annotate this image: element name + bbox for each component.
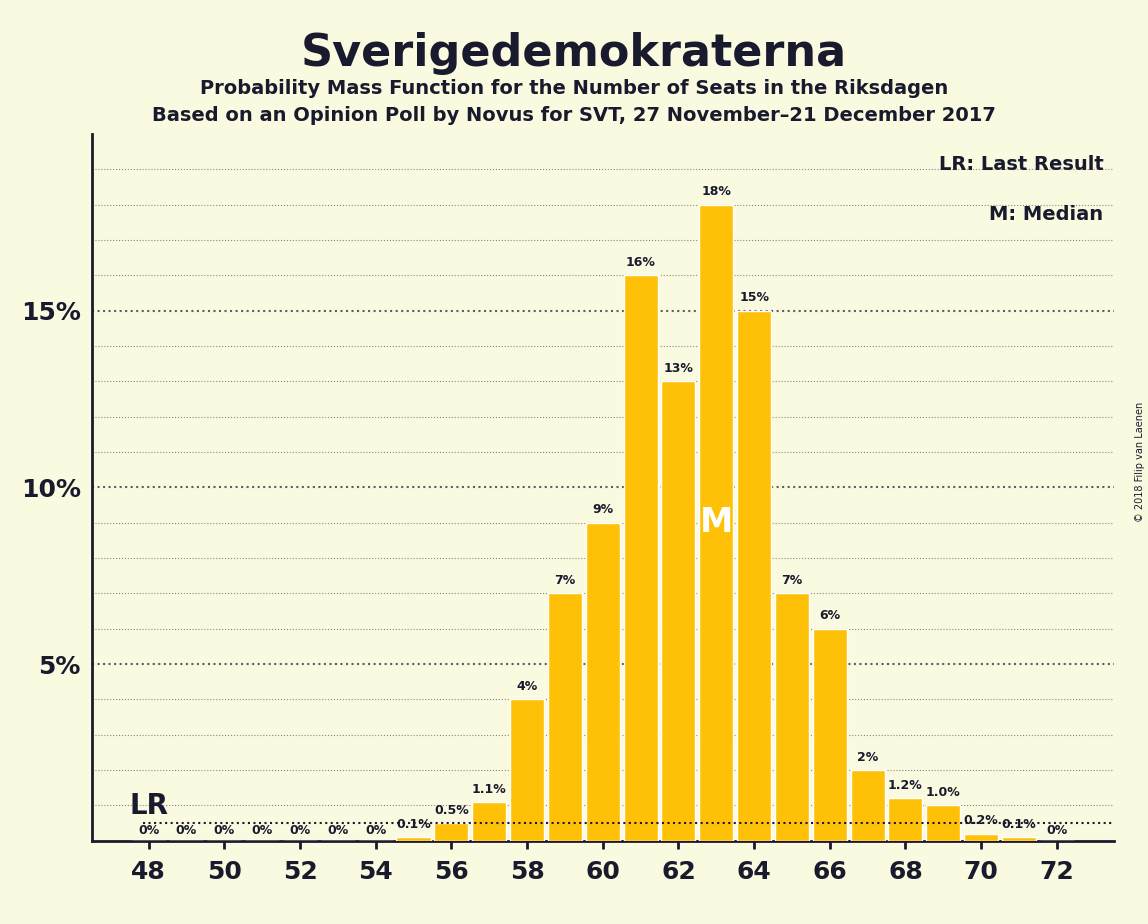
Text: LR: Last Result: LR: Last Result (939, 155, 1103, 175)
Text: 0%: 0% (327, 823, 349, 836)
Text: 15%: 15% (739, 291, 769, 304)
Text: M: Median: M: Median (990, 205, 1103, 224)
Bar (699, 204, 734, 841)
Bar (585, 523, 620, 841)
Bar (737, 310, 771, 841)
Bar (813, 629, 847, 841)
Bar (775, 593, 809, 841)
Bar (472, 802, 506, 841)
Text: 1.1%: 1.1% (472, 783, 506, 796)
Text: 4%: 4% (517, 680, 537, 693)
Text: © 2018 Filip van Laenen: © 2018 Filip van Laenen (1135, 402, 1145, 522)
Text: 2%: 2% (856, 751, 878, 764)
Text: 0.1%: 0.1% (1001, 818, 1037, 831)
Text: LR: LR (130, 792, 169, 820)
Text: 6%: 6% (820, 610, 840, 623)
Text: 0%: 0% (365, 823, 386, 836)
Bar (623, 275, 658, 841)
Text: 0.1%: 0.1% (396, 818, 430, 831)
Bar (510, 699, 544, 841)
Text: 0%: 0% (1046, 823, 1068, 836)
Bar (548, 593, 582, 841)
Text: 0%: 0% (251, 823, 273, 836)
Bar (434, 823, 468, 841)
Bar (926, 806, 960, 841)
Text: Sverigedemokraterna: Sverigedemokraterna (301, 32, 847, 76)
Text: M: M (699, 506, 732, 540)
Text: 0.2%: 0.2% (963, 814, 999, 827)
Text: 16%: 16% (626, 256, 656, 269)
Text: 0%: 0% (214, 823, 235, 836)
Bar (851, 771, 885, 841)
Text: 0%: 0% (176, 823, 197, 836)
Bar (1002, 837, 1035, 841)
Text: 1.2%: 1.2% (889, 779, 923, 792)
Text: 7%: 7% (554, 574, 575, 587)
Text: 0%: 0% (289, 823, 311, 836)
Text: 0%: 0% (138, 823, 160, 836)
Bar (889, 798, 923, 841)
Text: 9%: 9% (592, 504, 613, 517)
Text: Probability Mass Function for the Number of Seats in the Riksdagen: Probability Mass Function for the Number… (200, 79, 948, 98)
Text: 1.0%: 1.0% (926, 786, 961, 799)
Text: 18%: 18% (701, 186, 731, 199)
Text: 13%: 13% (664, 362, 693, 375)
Bar (396, 837, 430, 841)
Text: 7%: 7% (782, 574, 802, 587)
Bar (661, 382, 696, 841)
Text: 0.5%: 0.5% (434, 804, 468, 817)
Text: Based on an Opinion Poll by Novus for SVT, 27 November–21 December 2017: Based on an Opinion Poll by Novus for SV… (152, 106, 996, 126)
Bar (964, 833, 998, 841)
